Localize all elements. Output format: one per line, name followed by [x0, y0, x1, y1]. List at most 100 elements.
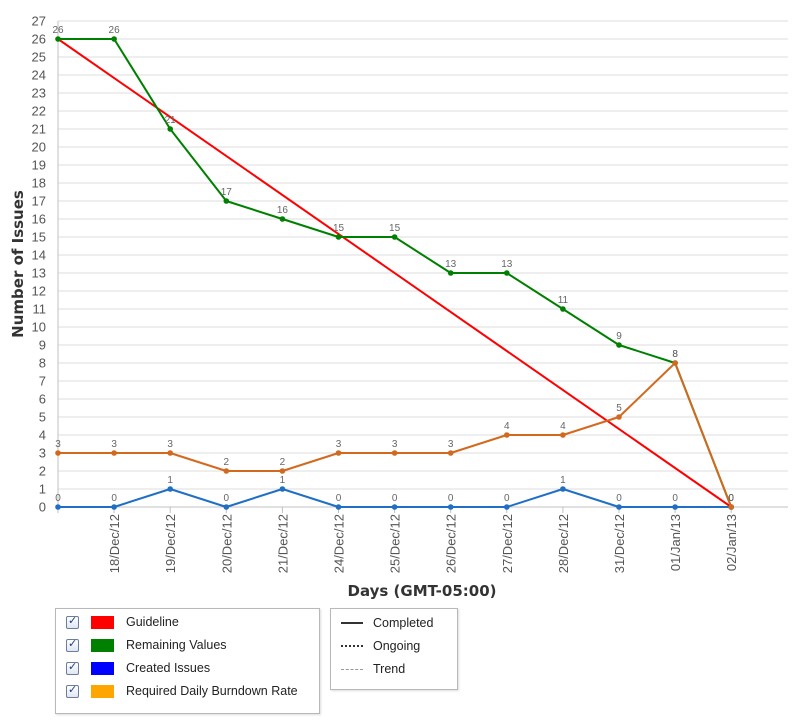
data-label: 9 — [616, 331, 622, 342]
data-point — [111, 36, 117, 42]
data-point — [279, 486, 286, 492]
y-tick-label: 25 — [32, 50, 46, 65]
x-tick-label: 25/Dec/12 — [388, 514, 403, 573]
data-label: 26 — [109, 25, 121, 36]
y-tick-label: 13 — [32, 266, 46, 281]
series-legend: Guideline Remaining Values Created Issue… — [55, 608, 320, 714]
data-label: 0 — [392, 493, 398, 504]
grid-lines — [57, 20, 788, 508]
solid-line-icon — [341, 622, 363, 624]
data-label: 0 — [448, 493, 454, 504]
legend-swatch — [91, 638, 114, 652]
y-tick-label: 7 — [39, 374, 46, 389]
data-point — [391, 450, 398, 456]
checkbox-icon[interactable] — [66, 683, 79, 698]
data-label: 3 — [167, 439, 173, 450]
data-point — [504, 270, 510, 276]
y-axis-ticks: 0123456789101112131415161718192021222324… — [32, 14, 46, 515]
x-tick-label: 02/Jan/13 — [724, 514, 739, 571]
data-label: 3 — [336, 439, 342, 450]
data-label: 8 — [672, 349, 678, 360]
data-label: 13 — [501, 259, 513, 270]
x-tick-label: 31/Dec/12 — [612, 514, 627, 573]
data-label: 0 — [672, 493, 678, 504]
data-label: 0 — [111, 493, 117, 504]
data-point — [279, 216, 286, 222]
y-tick-label: 19 — [32, 158, 46, 173]
y-tick-label: 21 — [32, 122, 46, 137]
data-point — [616, 414, 622, 420]
data-point — [111, 504, 117, 510]
data-point — [672, 504, 678, 510]
data-point — [335, 504, 342, 510]
y-tick-label: 26 — [32, 32, 46, 47]
y-tick-label: 8 — [39, 356, 46, 371]
data-point — [616, 342, 622, 348]
x-tick-label: 21/Dec/12 — [275, 514, 290, 573]
y-tick-label: 15 — [32, 230, 46, 245]
line-style-legend: Completed Ongoing Trend — [330, 608, 458, 690]
data-point — [447, 270, 454, 276]
x-tick-label: 26/Dec/12 — [444, 514, 459, 573]
y-tick-label: 6 — [39, 392, 46, 407]
data-point — [447, 504, 454, 510]
legend-swatch — [91, 684, 114, 698]
data-label: 1 — [560, 475, 566, 486]
data-point — [391, 504, 398, 510]
y-tick-label: 20 — [32, 140, 46, 155]
y-tick-label: 18 — [32, 176, 46, 191]
data-point — [447, 450, 454, 456]
y-axis-title: Number of Issues — [9, 190, 27, 338]
legend-item-remaining-values[interactable]: Remaining Values — [66, 635, 227, 655]
data-label: 16 — [277, 205, 289, 216]
data-point — [279, 468, 286, 474]
y-tick-label: 27 — [32, 14, 46, 29]
data-point — [167, 126, 173, 132]
y-tick-label: 14 — [32, 248, 46, 263]
legend-item-required-daily-burndown-rate[interactable]: Required Daily Burndown Rate — [66, 681, 298, 701]
y-tick-label: 3 — [39, 446, 46, 461]
y-tick-label: 11 — [33, 302, 47, 317]
y-tick-label: 12 — [32, 284, 46, 299]
data-label: 3 — [448, 439, 454, 450]
legend-item-created-issues[interactable]: Created Issues — [66, 658, 210, 678]
data-point — [616, 504, 622, 510]
legend-swatch — [91, 661, 114, 675]
data-point — [55, 504, 61, 510]
legend-style-label: Trend — [373, 662, 406, 676]
x-tick-label: 19/Dec/12 — [163, 514, 178, 573]
data-point — [55, 36, 61, 42]
data-label: 11 — [558, 295, 569, 306]
y-tick-label: 22 — [32, 104, 46, 119]
data-point — [223, 468, 230, 474]
y-tick-label: 2 — [39, 464, 46, 479]
x-tick-label: 24/Dec/12 — [332, 514, 347, 573]
series-line — [57, 38, 732, 508]
legend-item-guideline[interactable]: Guideline — [66, 612, 179, 632]
dashed-line-icon — [341, 668, 363, 670]
legend-label: Created Issues — [126, 661, 211, 675]
data-label: 0 — [616, 493, 622, 504]
data-label: 4 — [560, 421, 566, 432]
checkbox-icon[interactable] — [66, 614, 79, 629]
data-label: 15 — [333, 223, 345, 234]
data-label: 4 — [504, 421, 510, 432]
data-point — [335, 234, 342, 240]
data-label: 17 — [221, 187, 233, 198]
checkbox-icon[interactable] — [66, 660, 79, 675]
legend-style-completed: Completed — [341, 613, 433, 633]
legend-label: Required Daily Burndown Rate — [126, 684, 298, 698]
checkbox-icon[interactable] — [66, 637, 79, 652]
data-point — [672, 360, 678, 366]
legend-style-label: Ongoing — [373, 639, 421, 653]
legend-style-ongoing: Ongoing — [341, 636, 420, 656]
y-tick-label: 5 — [39, 410, 46, 425]
data-label: 0 — [728, 493, 734, 504]
data-label: 1 — [280, 475, 286, 486]
y-tick-label: 24 — [32, 68, 46, 83]
data-label: 1 — [167, 475, 173, 486]
x-tick-label: 01/Jan/13 — [668, 514, 683, 571]
y-tick-label: 16 — [32, 212, 46, 227]
x-tick-label: 27/Dec/12 — [500, 514, 515, 573]
